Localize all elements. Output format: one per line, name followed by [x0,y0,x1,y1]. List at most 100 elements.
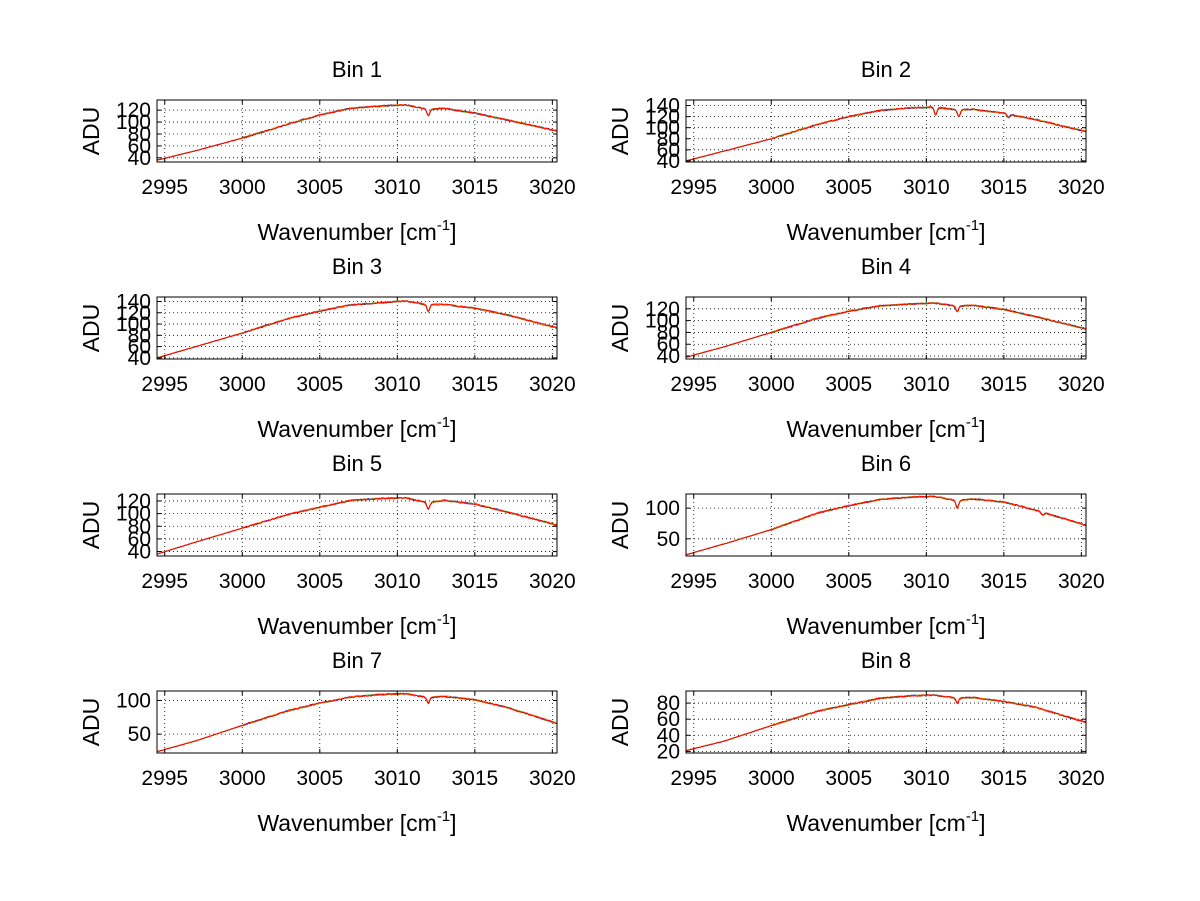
y-tick-label: 120 [116,302,151,325]
series-line [685,106,1087,162]
x-tick-label: 2995 [670,176,717,199]
x-tick-label: 3015 [451,767,498,790]
x-tick-label: 3000 [748,767,795,790]
y-axis-label: ADU [78,698,104,747]
y-tick-label: 80 [128,123,151,146]
x-tick-label: 3005 [825,570,872,593]
y-tick-label: 40 [657,345,680,368]
plot-area [157,297,557,359]
plot-area [686,691,1086,753]
x-tick-label: 3005 [825,176,872,199]
y-tick-label: 40 [128,541,151,564]
y-tick-label: 60 [128,528,151,551]
subplot-title: Bin 2 [861,57,911,82]
x-tick-label: 3020 [1058,176,1105,199]
x-tick-label: 3015 [980,767,1027,790]
x-tick-label: 3005 [296,373,343,396]
y-tick-label: 40 [657,724,680,747]
x-tick-label: 3020 [1058,570,1105,593]
y-tick-label: 100 [116,111,151,134]
x-axis-label: Wavenumber [cm-1] [786,611,985,639]
x-tick-label: 3015 [451,570,498,593]
subplot-6: 2995 3000 3005 3010 3015 3020 50 100 Bin 6 ADU Wav… [607,451,1105,639]
x-tick-label: 3010 [903,373,950,396]
x-tick-label: 3015 [980,570,1027,593]
y-tick-label: 60 [128,336,151,359]
x-tick-label: 3010 [903,176,950,199]
subplot-title: Bin 4 [861,254,911,279]
subplot-7: 2995 3000 3005 3010 3015 3020 50 100 Bin 7 ADU Wav… [78,648,576,836]
x-axis-label: Wavenumber [cm-1] [257,217,456,245]
series-line [685,495,1087,556]
y-tick-label: 120 [645,298,680,321]
y-tick-label: 80 [128,515,151,538]
x-axis-label: Wavenumber [cm-1] [257,808,456,836]
x-tick-label: 3010 [374,570,421,593]
x-tick-label: 3000 [748,570,795,593]
x-tick-label: 3000 [219,373,266,396]
y-tick-label: 100 [116,503,151,526]
series-line [156,300,558,359]
x-tick-label: 2995 [141,570,188,593]
x-tick-label: 3010 [903,570,950,593]
subplot-title: Bin 3 [332,254,382,279]
y-tick-label: 50 [657,528,680,551]
x-tick-label: 3005 [296,570,343,593]
x-tick-label: 3000 [748,373,795,396]
x-tick-label: 2995 [141,373,188,396]
x-tick-label: 2995 [141,767,188,790]
series-line [156,497,558,555]
y-tick-label: 140 [645,95,680,118]
x-tick-label: 3005 [296,176,343,199]
x-tick-label: 3010 [903,767,950,790]
subplot-title: Bin 8 [861,648,911,673]
x-axis-label: Wavenumber [cm-1] [257,414,456,442]
plot-area [686,494,1086,556]
x-tick-label: 2995 [141,176,188,199]
x-tick-label: 2995 [670,373,717,396]
y-tick-label: 60 [657,708,680,731]
y-tick-label: 40 [128,347,151,370]
y-tick-label: 60 [657,139,680,162]
y-tick-label: 60 [128,135,151,158]
y-tick-label: 40 [128,147,151,170]
axes-frame [156,99,558,163]
y-axis-label: ADU [607,698,633,747]
axes-frame [156,296,558,360]
series-line [156,104,558,161]
x-tick-label: 3015 [451,176,498,199]
y-tick-label: 120 [116,490,151,513]
x-tick-label: 3020 [529,767,576,790]
x-axis-label: Wavenumber [cm-1] [786,217,985,245]
x-tick-label: 3015 [451,373,498,396]
y-tick-label: 40 [657,150,680,173]
x-tick-label: 3020 [529,176,576,199]
x-tick-label: 2995 [670,767,717,790]
axes-frame [685,690,1087,754]
x-tick-label: 3005 [825,767,872,790]
y-tick-label: 80 [657,692,680,715]
y-tick-label: 100 [116,689,151,712]
axes-frame [685,99,1087,163]
y-axis-label: ADU [607,107,633,156]
y-tick-label: 100 [645,310,680,333]
y-axis-label: ADU [78,501,104,550]
plot-area [686,297,1086,359]
plot-area [157,100,557,162]
y-tick-label: 100 [645,497,680,520]
y-tick-label: 120 [116,99,151,122]
y-tick-label: 120 [645,106,680,129]
x-tick-label: 3020 [1058,373,1105,396]
x-axis-label: Wavenumber [cm-1] [786,808,985,836]
y-axis-label: ADU [607,304,633,353]
y-tick-label: 20 [657,740,680,763]
axes-frame [156,493,558,557]
y-tick-label: 80 [657,321,680,344]
y-axis-label: ADU [78,107,104,156]
x-tick-label: 3000 [219,767,266,790]
x-tick-label: 3010 [374,373,421,396]
